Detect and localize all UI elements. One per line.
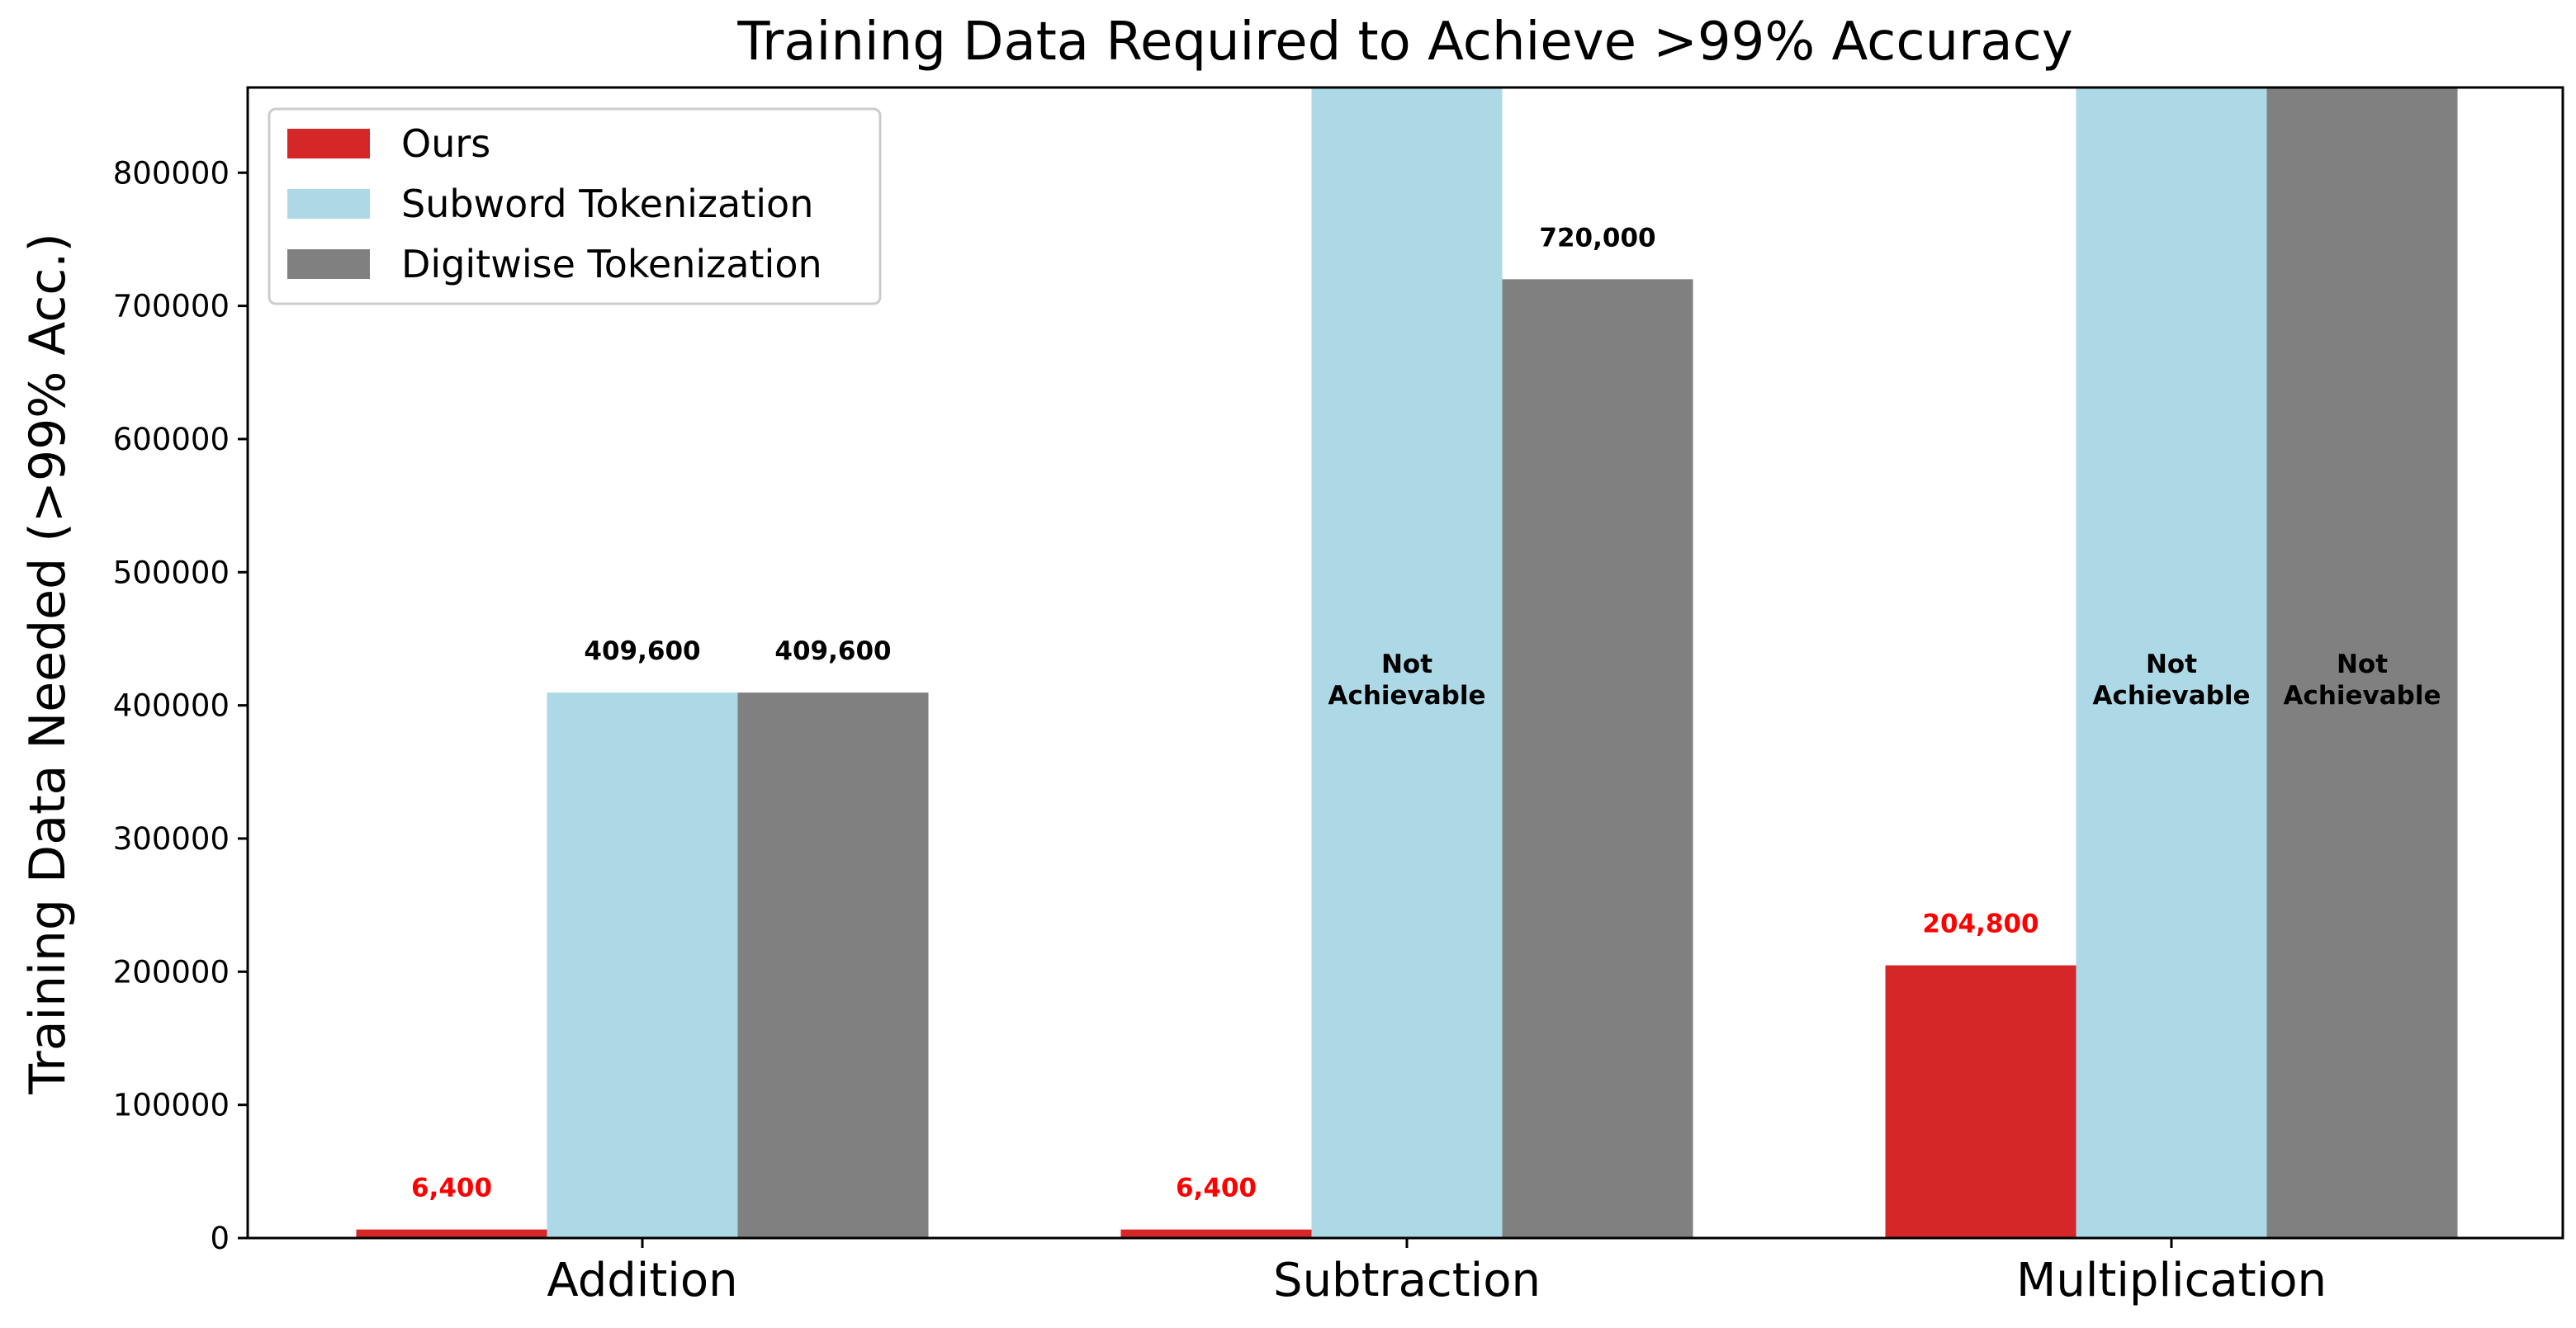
legend: Ours Subword Tokenization Digitwise Tokeni… [268,107,882,305]
legend-label: Ours [401,121,490,166]
y-tick-label: 300000 [113,821,230,857]
bar-digitwise-tokenization-addition [737,692,929,1238]
legend-swatch [287,129,370,158]
y-tick-label: 800000 [113,155,230,191]
data-label: Not Achievable [2092,650,2250,711]
chart-title: Training Data Required to Achieve >99% A… [736,12,2072,73]
y-axis-label: Training Data Needed (>99% Acc.) [19,233,77,1095]
y-tick-label: 700000 [113,289,230,324]
data-label: 6,400 [411,1174,492,1203]
y-tick-label: 500000 [113,555,230,590]
y-tick-label: 0 [210,1221,230,1256]
legend-swatch [287,189,370,219]
data-label: Not Achievable [2283,650,2441,711]
bar-digitwise-tokenization-subtraction [1502,279,1693,1238]
data-label: 409,600 [584,636,700,666]
data-label-line: Achievable [2283,681,2441,711]
x-tick-label: Subtraction [1273,1254,1541,1307]
bar-ours-multiplication [1885,965,2076,1238]
legend-label: Subword Tokenization [401,182,813,226]
data-label-line: Not [2337,650,2388,679]
bar-subword-tokenization-subtraction [1311,87,1503,1238]
y-tick-label: 600000 [113,422,230,457]
bar-subword-tokenization-multiplication [2076,87,2267,1238]
data-label: 6,400 [1176,1174,1257,1203]
legend-swatch [287,249,370,279]
data-label: Not Achievable [1328,650,1485,711]
legend-box [268,107,882,305]
plot-area: 0 100000 200000 300000 400000 500000 600000 700… [113,87,2458,1307]
bar-ours-addition [356,1229,547,1238]
x-tick-label: Addition [547,1254,737,1307]
x-tick-label: Multiplication [2016,1254,2327,1307]
y-tick-label: 400000 [113,688,230,724]
y-tick-label: 100000 [113,1088,230,1123]
data-label: 720,000 [1539,223,1655,253]
bar-digitwise-tokenization-multiplication [2266,87,2458,1238]
data-label-line: Not [1381,650,1432,679]
y-tick-label: 200000 [113,954,230,990]
axes-frame [246,86,2564,1240]
data-label-line: Not [2146,650,2197,679]
data-label: 204,800 [1922,910,2039,939]
bar-ours-subtraction [1120,1229,1312,1238]
data-label-line: Achievable [1328,681,1485,711]
data-label: 409,600 [774,636,891,666]
legend-label: Digitwise Tokenization [401,242,822,286]
bar-subword-tokenization-addition [547,692,738,1238]
data-label-line: Achievable [2092,681,2250,711]
